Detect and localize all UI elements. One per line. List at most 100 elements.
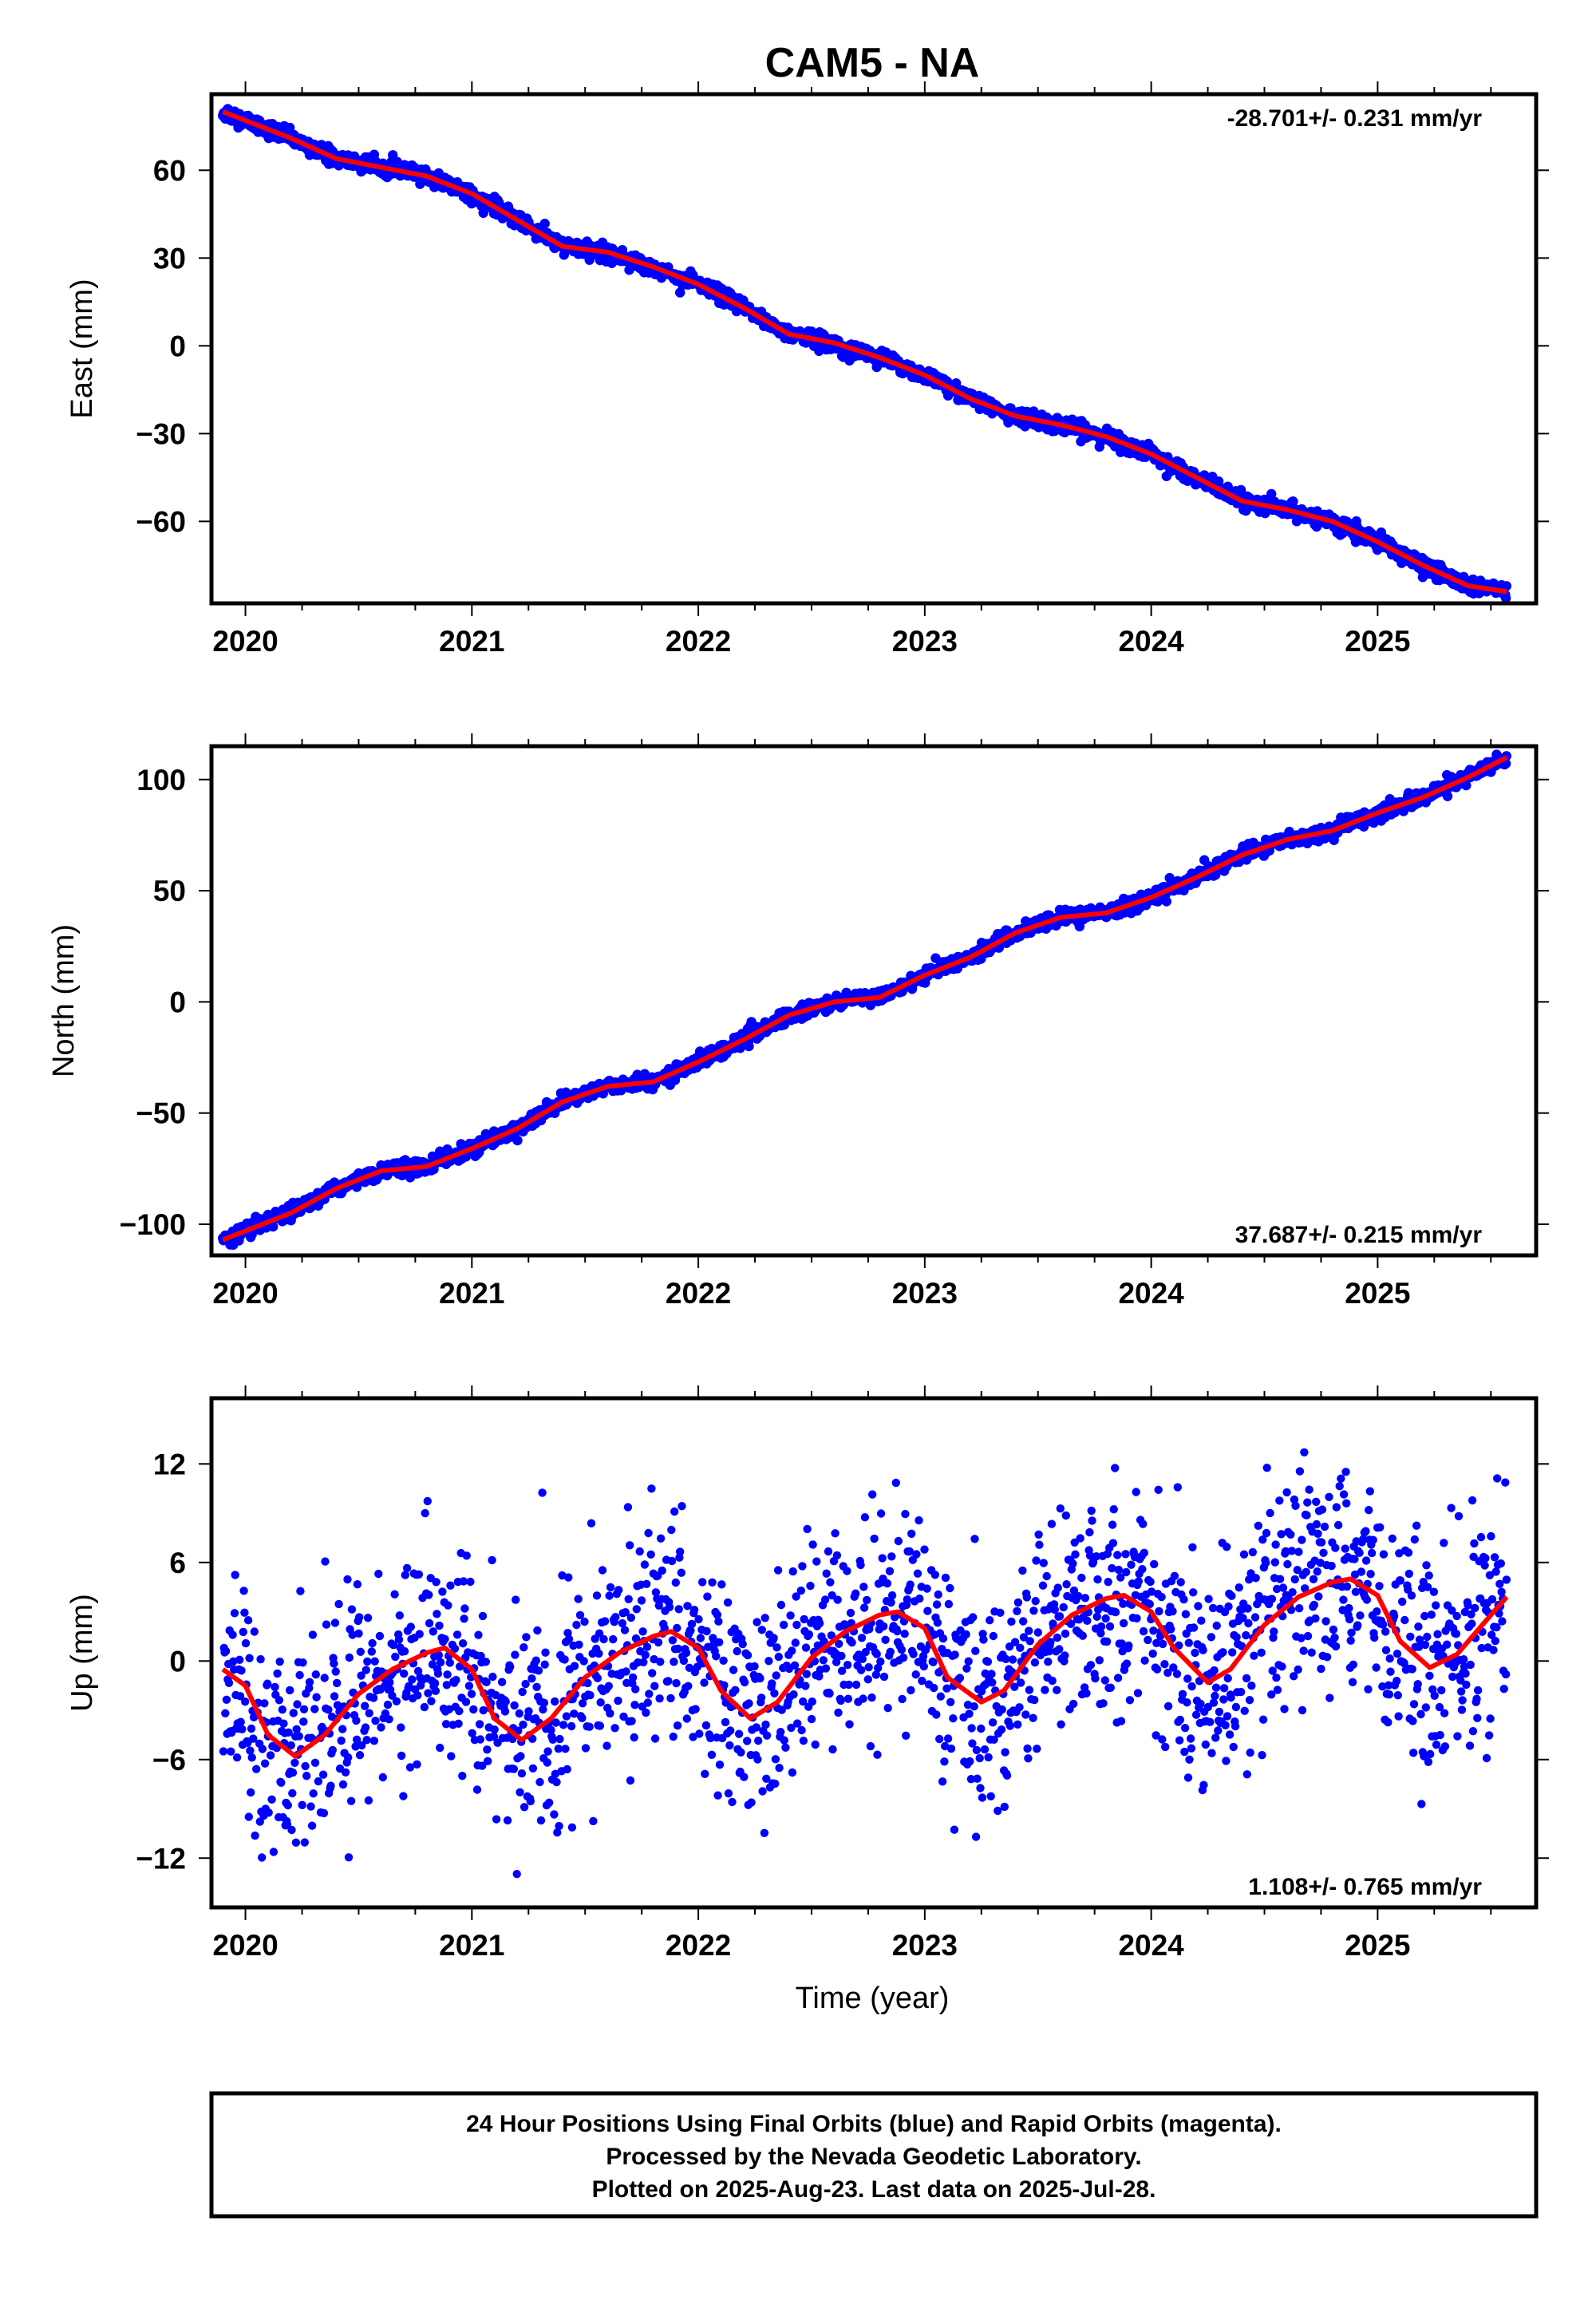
data-point: [738, 1639, 747, 1649]
data-point: [305, 1678, 314, 1686]
data-point: [793, 1719, 802, 1728]
data-point: [915, 1594, 924, 1603]
data-point: [484, 1757, 492, 1765]
data-point: [512, 1595, 520, 1604]
data-point: [936, 1692, 946, 1701]
data-point: [760, 1614, 769, 1622]
data-point: [725, 1741, 734, 1750]
data-point: [551, 1769, 560, 1778]
data-point: [415, 1630, 424, 1638]
data-point: [905, 1547, 915, 1556]
data-point: [774, 1652, 783, 1662]
data-point: [558, 1571, 567, 1580]
data-point: [385, 1678, 394, 1687]
data-point: [798, 1562, 807, 1571]
data-point: [771, 1755, 780, 1764]
data-point: [915, 1516, 923, 1525]
data-point: [878, 1554, 887, 1563]
data-point: [268, 1221, 279, 1232]
data-point: [750, 1662, 759, 1671]
data-point: [726, 1726, 735, 1735]
data-point: [399, 1792, 408, 1800]
data-point: [812, 1557, 821, 1566]
data-point: [903, 1595, 912, 1604]
data-point: [535, 1777, 544, 1787]
data-point: [1501, 581, 1512, 591]
data-point: [232, 1753, 242, 1762]
data-point: [231, 1571, 239, 1579]
data-point: [365, 1709, 373, 1717]
data-point: [887, 1591, 897, 1600]
data-point: [271, 1682, 279, 1692]
data-point: [330, 1618, 340, 1627]
data-point: [618, 1618, 627, 1628]
data-point: [791, 1638, 800, 1647]
data-point: [847, 1638, 856, 1647]
x-tick-label-north: 2025: [1345, 1277, 1410, 1310]
data-point: [918, 1652, 928, 1661]
data-point: [452, 1630, 462, 1639]
data-point: [737, 1748, 745, 1757]
data-point: [478, 1761, 487, 1770]
data-point: [665, 1603, 674, 1612]
data-point: [703, 1592, 712, 1601]
data-point: [762, 1731, 772, 1740]
data-point: [517, 1769, 527, 1778]
data-point: [371, 1717, 380, 1725]
data-point: [352, 1716, 361, 1725]
velocity-rate-label-east: -28.701+/- 0.231 mm/yr: [1227, 105, 1483, 132]
data-point: [467, 1690, 476, 1698]
data-point: [515, 1709, 523, 1718]
data-point: [564, 1573, 573, 1582]
data-point: [512, 1870, 521, 1879]
data-point: [545, 1798, 554, 1807]
data-point: [873, 1750, 882, 1759]
data-point: [302, 1772, 311, 1780]
data-point: [533, 1626, 542, 1635]
data-point: [647, 1484, 656, 1493]
data-point: [286, 1686, 294, 1695]
data-point: [907, 1686, 915, 1695]
data-point: [632, 1605, 641, 1614]
data-point: [894, 1536, 903, 1546]
data-point: [402, 1563, 412, 1573]
data-point: [298, 1800, 306, 1809]
data-point: [519, 1643, 528, 1652]
data-point: [563, 1765, 571, 1774]
data-point: [667, 1525, 676, 1535]
data-point: [356, 1647, 365, 1656]
data-point: [729, 1666, 738, 1674]
data-point: [452, 1675, 460, 1685]
data-point: [289, 1709, 298, 1717]
data-point: [363, 1614, 373, 1622]
data-point: [664, 1677, 673, 1686]
data-point: [885, 1567, 895, 1575]
data-point: [856, 1560, 865, 1570]
data-point: [1288, 496, 1298, 507]
data-point: [761, 1720, 770, 1729]
data-point: [357, 1671, 365, 1680]
data-point: [715, 1761, 725, 1769]
data-point: [228, 1630, 237, 1639]
data-point: [698, 1578, 707, 1587]
data-point: [863, 1595, 871, 1605]
data-point: [538, 1488, 547, 1497]
data-point: [552, 1777, 561, 1787]
x-tick-label-east: 2022: [666, 625, 731, 658]
data-point: [241, 1697, 250, 1706]
data-point: [589, 1816, 598, 1826]
data-point: [610, 1724, 619, 1733]
data-point: [713, 1791, 722, 1800]
data-point: [310, 1758, 320, 1767]
data-point: [808, 1540, 817, 1549]
data-point: [330, 1692, 339, 1701]
data-point: [460, 1604, 469, 1613]
data-point: [293, 1700, 302, 1709]
data-point: [299, 1717, 308, 1726]
data-point: [528, 1764, 538, 1773]
data-point: [474, 1630, 483, 1639]
data-point: [547, 1725, 555, 1734]
data-point: [930, 1571, 940, 1579]
data-point: [846, 1608, 855, 1618]
data-point: [753, 1618, 761, 1626]
